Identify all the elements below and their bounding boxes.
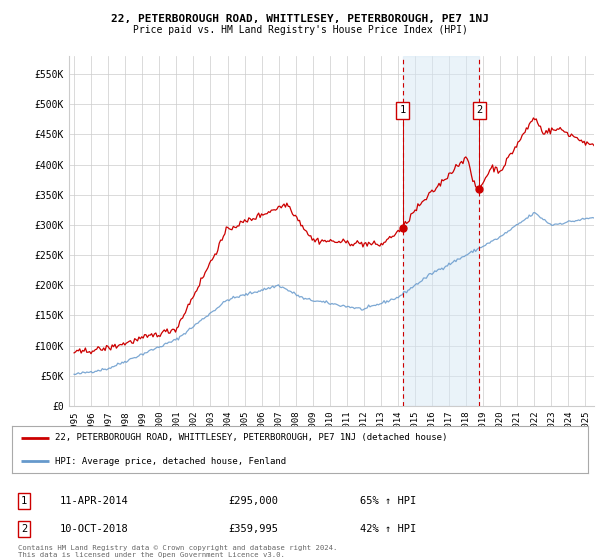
Text: 22, PETERBOROUGH ROAD, WHITTLESEY, PETERBOROUGH, PE7 1NJ (detached house): 22, PETERBOROUGH ROAD, WHITTLESEY, PETER… <box>55 433 448 442</box>
Text: 2: 2 <box>21 524 27 534</box>
Text: 42% ↑ HPI: 42% ↑ HPI <box>360 524 416 534</box>
Bar <box>403 56 479 406</box>
Text: 11-APR-2014: 11-APR-2014 <box>60 496 129 506</box>
Text: 65% ↑ HPI: 65% ↑ HPI <box>360 496 416 506</box>
Text: Contains HM Land Registry data © Crown copyright and database right 2024.
This d: Contains HM Land Registry data © Crown c… <box>18 545 337 558</box>
Text: £295,000: £295,000 <box>228 496 278 506</box>
Text: £359,995: £359,995 <box>228 524 278 534</box>
Text: 1: 1 <box>400 105 406 115</box>
Text: 2: 2 <box>476 105 482 115</box>
Text: Price paid vs. HM Land Registry's House Price Index (HPI): Price paid vs. HM Land Registry's House … <box>133 25 467 35</box>
Text: HPI: Average price, detached house, Fenland: HPI: Average price, detached house, Fenl… <box>55 457 286 466</box>
Text: 10-OCT-2018: 10-OCT-2018 <box>60 524 129 534</box>
Text: 22, PETERBOROUGH ROAD, WHITTLESEY, PETERBOROUGH, PE7 1NJ: 22, PETERBOROUGH ROAD, WHITTLESEY, PETER… <box>111 14 489 24</box>
Text: 1: 1 <box>21 496 27 506</box>
